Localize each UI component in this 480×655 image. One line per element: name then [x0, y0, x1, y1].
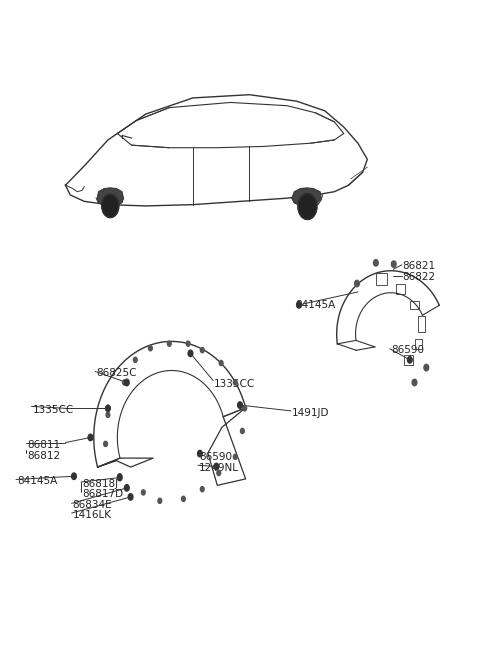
- Circle shape: [72, 473, 76, 479]
- Bar: [396, 284, 405, 293]
- Circle shape: [412, 379, 417, 386]
- Circle shape: [118, 474, 122, 481]
- Text: 86590: 86590: [391, 345, 424, 355]
- Text: 84145A: 84145A: [296, 300, 336, 310]
- Text: 86818J: 86818J: [82, 479, 118, 489]
- Circle shape: [297, 302, 301, 308]
- Polygon shape: [97, 188, 123, 206]
- Text: 86590: 86590: [199, 452, 232, 462]
- Circle shape: [408, 356, 412, 363]
- Bar: [376, 273, 387, 285]
- Circle shape: [158, 498, 162, 504]
- Text: 1249NL: 1249NL: [199, 463, 239, 473]
- Circle shape: [233, 380, 237, 385]
- Text: 1335CC: 1335CC: [214, 379, 255, 389]
- Text: 86811: 86811: [27, 440, 60, 450]
- Polygon shape: [292, 188, 321, 206]
- Text: 1491JD: 1491JD: [292, 408, 329, 418]
- Circle shape: [238, 402, 242, 408]
- Circle shape: [219, 360, 223, 365]
- Circle shape: [198, 451, 202, 457]
- Bar: [404, 355, 413, 365]
- Circle shape: [233, 455, 237, 459]
- Circle shape: [188, 350, 193, 356]
- Circle shape: [181, 496, 185, 502]
- Circle shape: [373, 259, 378, 266]
- Circle shape: [240, 428, 244, 434]
- Circle shape: [106, 405, 110, 411]
- Circle shape: [142, 490, 145, 495]
- Text: 1416LK: 1416LK: [72, 510, 111, 520]
- Circle shape: [104, 441, 108, 447]
- Circle shape: [200, 348, 204, 353]
- Circle shape: [355, 280, 360, 287]
- Circle shape: [298, 194, 317, 219]
- Bar: [415, 339, 422, 348]
- Text: 84145A: 84145A: [17, 476, 58, 487]
- Circle shape: [243, 405, 247, 411]
- Text: 86825C: 86825C: [96, 367, 137, 378]
- Circle shape: [186, 341, 190, 346]
- Circle shape: [124, 485, 129, 491]
- Bar: [410, 301, 419, 309]
- Bar: [418, 316, 425, 332]
- Circle shape: [118, 474, 121, 479]
- Circle shape: [122, 380, 126, 385]
- Circle shape: [102, 195, 119, 217]
- Text: 1335CC: 1335CC: [33, 405, 74, 415]
- Circle shape: [214, 463, 219, 470]
- Text: 86822: 86822: [403, 272, 436, 282]
- Circle shape: [148, 346, 152, 351]
- Circle shape: [217, 470, 221, 476]
- Circle shape: [391, 261, 396, 267]
- Circle shape: [124, 379, 129, 386]
- Circle shape: [168, 341, 171, 346]
- Circle shape: [128, 494, 133, 500]
- Text: 86812: 86812: [27, 451, 60, 460]
- Text: 86817D: 86817D: [82, 489, 123, 499]
- Circle shape: [106, 412, 110, 417]
- Circle shape: [88, 434, 93, 441]
- Text: 86821: 86821: [403, 261, 436, 271]
- Circle shape: [133, 357, 137, 362]
- Circle shape: [200, 487, 204, 492]
- Circle shape: [424, 364, 429, 371]
- Text: 86834E: 86834E: [72, 500, 112, 510]
